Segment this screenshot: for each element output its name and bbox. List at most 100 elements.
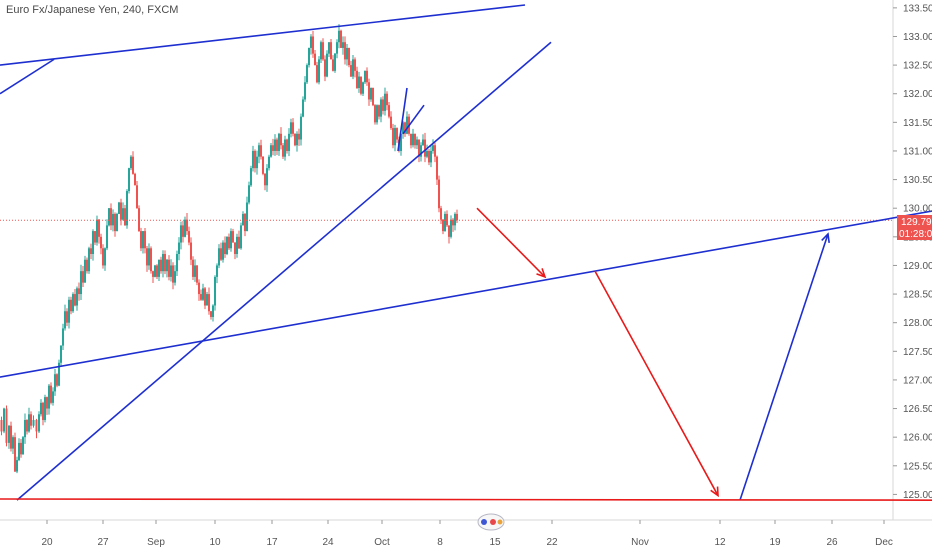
candle-body (212, 305, 214, 317)
last-price-box (897, 215, 932, 228)
candle-body (278, 133, 280, 151)
upper-channel-line[interactable] (0, 4, 526, 66)
candle-body (274, 139, 276, 151)
candle-body (348, 47, 350, 66)
candle-body (452, 219, 454, 226)
support-line[interactable] (0, 498, 932, 501)
time-axis-label: 17 (266, 537, 278, 548)
candle-body (10, 425, 12, 449)
price-axis-label: 132.000 (903, 89, 932, 100)
candle-body (96, 219, 98, 243)
candle-body (18, 442, 20, 461)
annotation-layer (0, 4, 932, 501)
candle-body (328, 42, 330, 54)
price-axis-label: 125.000 (903, 490, 932, 501)
candle-body (302, 99, 304, 117)
candle-body (244, 213, 246, 232)
candle-body (254, 150, 256, 169)
candle-body (128, 168, 130, 192)
candle-body (110, 208, 112, 226)
candle-body (216, 265, 218, 277)
candle-body (424, 139, 426, 157)
price-axis-label: 128.000 (903, 318, 932, 329)
candle-body (136, 185, 138, 209)
candle-body (394, 128, 396, 146)
candle-body (14, 437, 16, 472)
candle-body (116, 213, 118, 232)
candle-body (48, 385, 50, 409)
candle-body (438, 179, 440, 209)
candle-body (300, 116, 302, 140)
candle-body (182, 225, 184, 237)
candle-body (20, 442, 22, 455)
candle-body (100, 236, 102, 249)
candle-body (86, 259, 88, 272)
candle-body (364, 70, 366, 83)
candle-body (84, 259, 86, 283)
candle-body (64, 311, 66, 329)
short-upper-line[interactable] (0, 58, 55, 95)
candle-body (184, 219, 186, 237)
lower-channel-line[interactable] (0, 210, 932, 378)
candle-body (156, 265, 158, 277)
candle-body (74, 294, 76, 306)
candle-body (234, 242, 236, 254)
candle-body (196, 265, 198, 283)
watermark-logo-icon (477, 513, 505, 531)
candles-layer (0, 24, 458, 474)
candle-body (436, 156, 438, 180)
candle-body (266, 168, 268, 186)
time-axis-label: 15 (489, 537, 501, 548)
candle-body (442, 219, 444, 232)
candle-body (202, 288, 204, 300)
price-axis-label: 129.000 (903, 261, 932, 272)
candle-body (3, 408, 5, 432)
projection-up-line[interactable] (739, 233, 829, 501)
candle-body (226, 236, 228, 254)
candle-body (250, 168, 252, 186)
candle-body (236, 236, 238, 254)
candle-body (252, 150, 254, 169)
wedge-line-b[interactable] (402, 104, 425, 135)
candle-body (214, 276, 216, 306)
candle-body (35, 420, 38, 432)
candle-body (306, 65, 308, 83)
candle-body (292, 122, 294, 134)
candle-body (386, 93, 388, 106)
candle-body (350, 65, 352, 77)
candle-body (456, 213, 458, 221)
time-axis-label: 26 (826, 537, 838, 548)
candle-body (422, 139, 424, 146)
candle-body (316, 65, 318, 83)
candle-body (12, 437, 14, 449)
time-axis-label: 19 (769, 537, 781, 548)
candle-body (80, 271, 82, 295)
candle-body (282, 145, 284, 157)
candle-body (314, 53, 316, 66)
candle-body (170, 265, 172, 277)
candle-body (332, 59, 334, 71)
candle-body (26, 420, 28, 432)
candle-body (232, 231, 234, 243)
candle-body (382, 99, 384, 111)
time-axis-label: 27 (97, 537, 109, 548)
price-axis-label: 133.500 (903, 3, 932, 14)
candle-body (208, 294, 210, 312)
price-axis-label: 127.000 (903, 375, 932, 386)
candle-body (262, 156, 264, 174)
last-price-label: 129.793 01:28:08 (897, 215, 932, 240)
candle-body (40, 402, 42, 415)
candle-body (440, 208, 442, 220)
wedge-line-a[interactable] (397, 87, 408, 152)
projection-down-1[interactable] (476, 207, 546, 278)
candle-body (30, 414, 32, 426)
candle-body (224, 242, 226, 254)
candle-body (414, 133, 416, 146)
candle-body (432, 145, 434, 151)
rising-support-line[interactable] (16, 41, 552, 501)
projection-down-2[interactable] (594, 270, 719, 496)
candle-body (248, 185, 250, 203)
candle-body (290, 122, 292, 134)
candle-body (228, 236, 230, 249)
